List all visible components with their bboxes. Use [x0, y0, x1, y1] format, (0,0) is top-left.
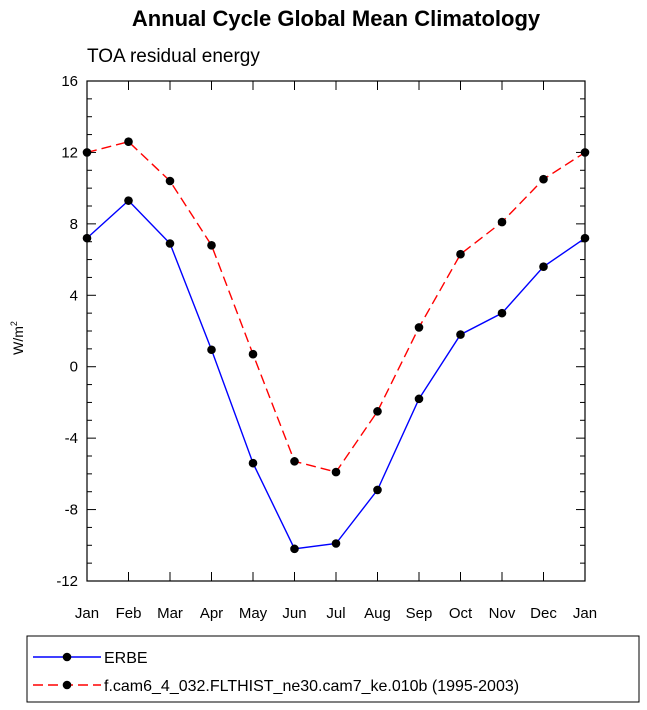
legend-label: ERBE — [104, 650, 148, 667]
series-2 — [82, 137, 590, 477]
x-tick-label: Jul — [326, 605, 345, 622]
data-point — [539, 262, 548, 272]
data-point — [331, 539, 341, 548]
data-point — [165, 239, 175, 248]
data-point — [165, 176, 175, 186]
data-point — [290, 544, 299, 554]
chart-title: Annual Cycle Global Mean Climatology — [132, 6, 541, 31]
y-axis-title: W/m2 — [9, 321, 26, 355]
y-tick-label: 16 — [61, 73, 78, 90]
data-point — [248, 458, 258, 468]
x-tick-label: Dec — [530, 605, 557, 622]
data-point — [497, 217, 507, 227]
x-tick-label: May — [239, 605, 268, 622]
x-tick-label: Jan — [75, 605, 99, 622]
legend-swatch-marker — [62, 680, 72, 690]
series-layer — [82, 137, 590, 554]
series-1 — [82, 196, 590, 554]
data-point — [290, 457, 299, 466]
x-tick-labels: Jan Feb Mar Apr May Jun Jul Aug Sep Oct Nov Dec Jan — [75, 605, 597, 622]
legend-items: ERBE f.cam6_4_032.FLTHIST_ne30.cam7_ke.01… — [33, 650, 519, 695]
y-tick-label: -12 — [56, 573, 78, 590]
y-tick-label: -4 — [65, 430, 78, 447]
x-tick-label: Sep — [406, 605, 433, 622]
chart-subtitle: TOA residual energy — [87, 46, 260, 67]
y-tick-label: 8 — [70, 216, 78, 233]
data-point — [207, 240, 216, 250]
x-tick-label: Apr — [200, 605, 223, 622]
axis-ticks — [87, 80, 585, 582]
x-tick-label: Jan — [573, 605, 597, 622]
legend-item: f.cam6_4_032.FLTHIST_ne30.cam7_ke.010b (… — [33, 678, 519, 695]
data-point — [124, 196, 133, 205]
data-point — [331, 467, 341, 477]
data-point — [414, 323, 424, 332]
plot-frame — [86, 80, 586, 582]
data-point — [539, 174, 548, 184]
y-tick-label: 0 — [70, 359, 78, 376]
series-line — [86, 199, 586, 550]
y-axis-title-superscript: 2 — [9, 321, 19, 326]
data-point — [373, 407, 382, 416]
legend-label: f.cam6_4_032.FLTHIST_ne30.cam7_ke.010b (… — [104, 678, 519, 695]
y-tick-label: 4 — [70, 287, 78, 304]
legend-item: ERBE — [33, 650, 148, 667]
series-line — [86, 140, 586, 473]
data-point — [124, 137, 133, 147]
x-tick-label: Aug — [364, 605, 391, 622]
data-point — [207, 345, 216, 355]
legend-swatch-marker — [62, 652, 72, 662]
x-tick-label: Mar — [157, 605, 183, 622]
y-axis-title-unit: W/m — [10, 326, 26, 355]
y-tick-label: -8 — [65, 502, 78, 519]
legend: ERBE f.cam6_4_032.FLTHIST_ne30.cam7_ke.01… — [26, 635, 640, 703]
data-point — [373, 485, 382, 495]
data-point — [248, 349, 258, 359]
y-tick-label: 12 — [61, 144, 78, 161]
data-point — [456, 330, 465, 339]
legend-box — [26, 635, 640, 703]
x-tick-label: Jun — [282, 605, 306, 622]
x-tick-label: Feb — [116, 605, 142, 622]
x-tick-label: Oct — [449, 605, 473, 622]
x-tick-label: Nov — [489, 605, 516, 622]
y-tick-labels: -12 -8 -4 0 4 8 12 16 — [56, 73, 78, 590]
data-point — [414, 394, 424, 404]
data-point — [497, 308, 507, 318]
data-point — [456, 249, 465, 259]
